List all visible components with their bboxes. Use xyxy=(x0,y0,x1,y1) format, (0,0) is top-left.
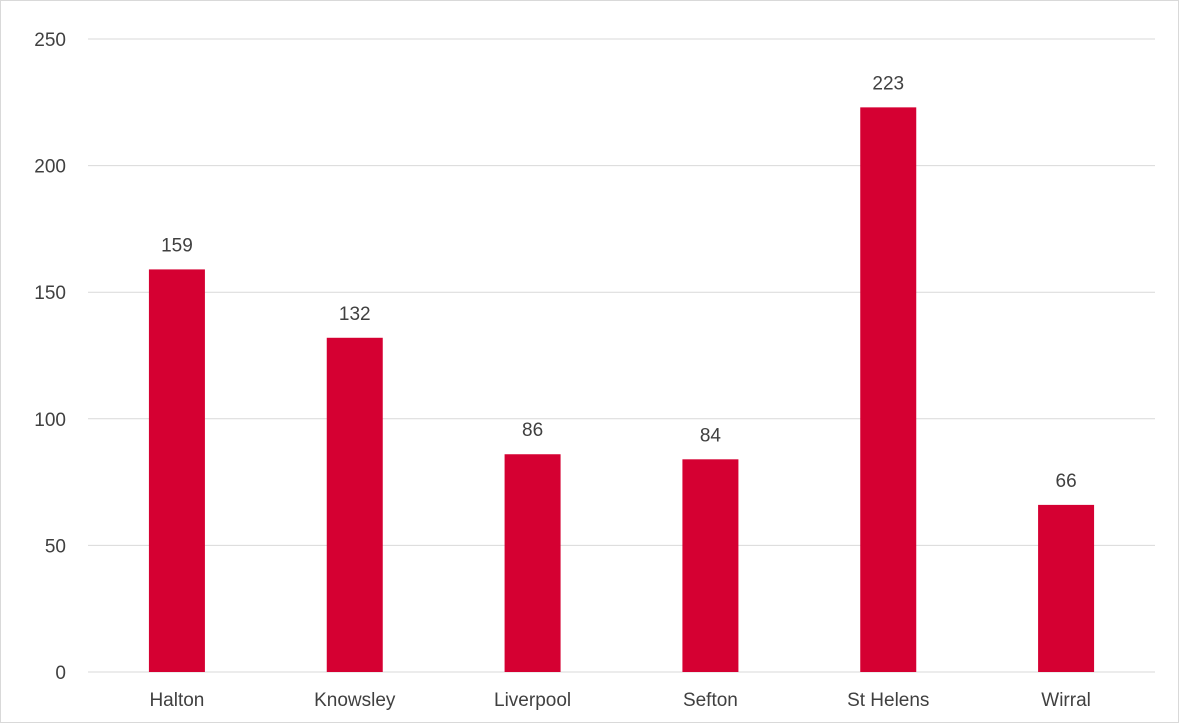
bar-st-helens xyxy=(860,107,917,672)
bar-sefton xyxy=(682,459,739,672)
data-label: 132 xyxy=(339,304,371,325)
gridlines xyxy=(88,38,1155,673)
bar-halton xyxy=(148,269,205,672)
y-tick-label: 0 xyxy=(55,663,66,684)
x-category-label: Halton xyxy=(149,690,204,711)
y-tick-label: 200 xyxy=(34,157,66,178)
y-tick-label: 100 xyxy=(34,410,66,431)
bars xyxy=(148,107,1095,672)
x-category-label: St Helens xyxy=(847,690,929,711)
y-tick-label: 150 xyxy=(34,283,66,304)
data-label: 223 xyxy=(872,73,904,94)
bar-wirral xyxy=(1038,504,1095,672)
bar-liverpool xyxy=(504,454,561,672)
data-label: 86 xyxy=(522,420,543,441)
x-category-label: Knowsley xyxy=(314,690,396,711)
x-axis-category-labels: Halton Knowsley Liverpool Sefton St Helens Wi… xyxy=(149,690,1090,711)
y-tick-label: 50 xyxy=(45,536,66,557)
data-label: 66 xyxy=(1056,471,1077,492)
data-label: 84 xyxy=(700,425,722,446)
y-tick-label: 250 xyxy=(34,30,66,51)
x-category-label: Wirral xyxy=(1041,690,1091,711)
data-label: 159 xyxy=(161,235,193,256)
x-category-label: Liverpool xyxy=(494,690,571,711)
y-axis-tick-labels: 0 50 100 150 200 250 xyxy=(34,30,66,684)
x-category-label: Sefton xyxy=(683,690,738,711)
bar-knowsley xyxy=(326,337,383,672)
data-labels: 159 132 86 84 223 66 xyxy=(161,73,1077,492)
